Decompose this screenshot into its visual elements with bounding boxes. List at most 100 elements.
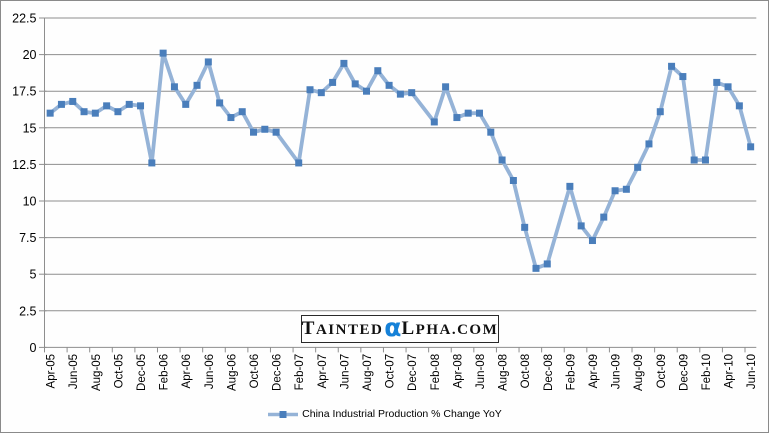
data-point-marker <box>193 81 201 89</box>
data-point-marker <box>645 140 653 148</box>
data-point-marker <box>272 128 280 136</box>
x-axis-tick-label: Aug-06 <box>226 354 238 391</box>
data-point-marker <box>46 109 54 117</box>
y-axis-tick-label: 20 <box>23 48 37 62</box>
y-axis-tick-label: 10 <box>23 195 37 209</box>
data-point-marker <box>464 109 472 117</box>
data-point-marker <box>306 86 314 94</box>
data-point-marker <box>634 163 642 171</box>
x-axis-tick-label: Apr-05 <box>46 354 58 389</box>
legend-line-marker-sample <box>268 410 299 418</box>
x-axis-tick-label: Oct-05 <box>113 354 125 389</box>
data-point-marker <box>679 73 687 81</box>
data-point-marker <box>668 62 676 70</box>
data-point-marker <box>137 102 145 110</box>
data-point-marker <box>317 89 325 97</box>
x-axis-tick-label: Jun-08 <box>475 354 487 389</box>
data-point-marker <box>396 90 404 98</box>
data-point-marker <box>532 264 540 272</box>
x-axis-tick-label: Aug-05 <box>91 354 103 391</box>
x-axis-tick-label: Oct-08 <box>520 354 532 389</box>
x-axis-tick-label: Apr-07 <box>317 354 329 389</box>
data-point-marker <box>57 100 65 108</box>
data-point-marker <box>408 89 416 97</box>
data-point-marker <box>656 108 664 116</box>
data-point-marker <box>487 128 495 136</box>
data-point-marker <box>125 100 133 108</box>
data-point-marker <box>261 125 269 133</box>
data-point-marker <box>577 222 585 230</box>
data-point-marker <box>442 83 450 91</box>
data-point-marker <box>340 59 348 67</box>
data-point-marker <box>238 108 246 116</box>
legend: China Industrial Production % Change YoY <box>1 405 768 423</box>
x-axis-tick-label: Dec-09 <box>678 354 690 391</box>
x-axis-tick-label: Feb-10 <box>701 354 713 390</box>
x-axis-tick-label: Feb-08 <box>430 354 442 390</box>
x-axis-tick-label: Jun-07 <box>339 354 351 389</box>
watermark-text-suffix: lpha.com <box>401 317 499 339</box>
watermark-alpha-glyph: α <box>384 313 402 342</box>
y-axis-tick-label: 15 <box>23 121 37 135</box>
data-point-marker <box>385 81 393 89</box>
data-point-marker <box>701 156 709 164</box>
data-point-marker <box>475 109 483 117</box>
data-point-marker <box>295 159 303 167</box>
data-point-marker <box>91 109 99 117</box>
data-point-marker <box>103 102 111 110</box>
data-series-line <box>48 51 753 271</box>
data-point-marker <box>735 102 743 110</box>
data-point-marker <box>363 87 371 95</box>
x-axis-tick-label: Apr-08 <box>452 354 464 389</box>
data-point-marker <box>114 108 122 116</box>
x-axis-tick-label: Dec-05 <box>136 354 148 391</box>
data-point-marker <box>80 108 88 116</box>
data-point-marker <box>216 99 224 107</box>
x-axis-tick-label: Jun-09 <box>611 354 623 389</box>
data-point-marker <box>430 118 438 126</box>
x-axis-tick-label: Oct-07 <box>385 354 397 389</box>
data-point-marker <box>182 100 190 108</box>
data-point-marker <box>170 83 178 91</box>
x-axis-tick-label: Jun-10 <box>746 354 758 389</box>
x-axis-tick-label: Aug-08 <box>498 354 510 391</box>
x-axis-tick-label: Aug-09 <box>633 354 645 391</box>
watermark-box: Tainted α lpha.com <box>301 315 499 343</box>
y-axis-tick-label: 17.5 <box>12 85 36 99</box>
data-point-marker <box>588 237 596 245</box>
data-point-marker <box>69 97 77 105</box>
x-axis-tick-label: Feb-07 <box>294 354 306 390</box>
x-axis-tick-label: Apr-06 <box>181 354 193 389</box>
y-axis-tick-label: 7.5 <box>19 231 36 245</box>
data-point-marker <box>498 156 506 164</box>
data-point-marker <box>148 159 156 167</box>
x-axis-tick-label: Apr-10 <box>724 354 736 389</box>
y-axis-tick-label: 0 <box>30 341 37 355</box>
x-axis-tick-label: Jun-05 <box>68 354 80 389</box>
data-point-marker <box>204 58 212 66</box>
data-point-marker <box>509 177 517 185</box>
x-axis-tick-label: Feb-06 <box>159 354 171 390</box>
x-axis-tick-label: Jun-06 <box>204 354 216 389</box>
data-point-marker <box>521 223 529 231</box>
data-point-marker <box>713 78 721 86</box>
data-point-marker <box>453 114 461 122</box>
legend-label: China Industrial Production % Change YoY <box>302 408 502 420</box>
y-axis-tick-label: 22.5 <box>12 12 36 26</box>
data-point-marker <box>724 83 732 91</box>
data-point-marker <box>690 156 698 164</box>
data-point-marker <box>351 80 359 88</box>
y-axis-tick-label: 12.5 <box>12 158 36 172</box>
x-axis-tick-label: Dec-07 <box>407 354 419 391</box>
data-point-marker <box>622 185 630 193</box>
data-point-marker <box>374 67 382 75</box>
data-point-marker <box>566 182 574 190</box>
data-point-marker <box>747 143 755 151</box>
data-point-marker <box>250 128 258 136</box>
watermark-text-prefix: Tainted <box>301 317 384 339</box>
data-point-marker <box>227 114 235 122</box>
x-axis-tick-label: Dec-08 <box>543 354 555 391</box>
data-point-marker <box>600 213 608 221</box>
y-axis-tick-label: 5 <box>30 268 37 282</box>
